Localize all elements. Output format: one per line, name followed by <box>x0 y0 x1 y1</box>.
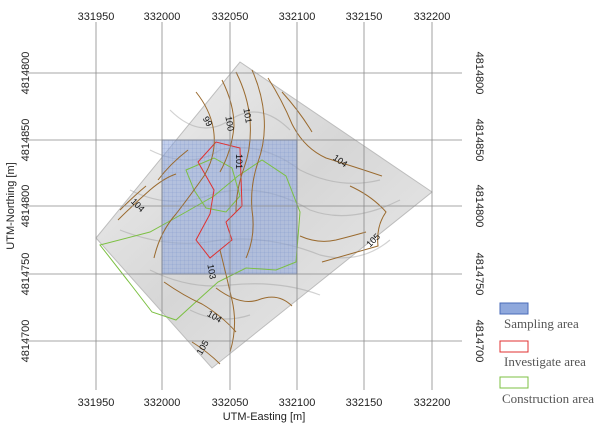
x-tick-top: 332150 <box>346 11 383 23</box>
contour-label: 100 <box>223 115 235 132</box>
x-tick-bottom: 332150 <box>346 397 383 409</box>
y-ticks-right: 4814800 4814850 4814800 4814750 4814700 <box>473 52 485 363</box>
legend: Sampling area Investigate area Construct… <box>499 302 594 406</box>
legend-label-sampling: Sampling area <box>504 316 579 331</box>
x-tick-bottom: 332000 <box>144 397 181 409</box>
sampling-area <box>161 139 298 275</box>
y-tick-left: 4814800 <box>20 185 32 228</box>
legend-swatch-sampling <box>499 302 529 315</box>
x-tick-top: 332100 <box>279 11 316 23</box>
y-tick-left: 4814700 <box>20 320 32 363</box>
contour-label: 99 <box>201 115 215 129</box>
y-tick-right: 4814700 <box>473 320 485 363</box>
contour-label: 103 <box>205 263 217 280</box>
x-tick-bottom: 332200 <box>414 397 451 409</box>
x-tick-top: 332200 <box>414 11 451 23</box>
y-ticks-left: 4814800 4814850 4814800 4814750 4814700 <box>20 52 32 363</box>
contour-label: 101 <box>234 154 244 169</box>
legend-label-investigate: Investigate area <box>504 354 586 369</box>
y-tick-right: 4814850 <box>473 119 485 162</box>
x-tick-top: 331950 <box>78 11 115 23</box>
y-tick-left: 4814800 <box>20 52 32 95</box>
x-ticks-bottom: 331950 332000 332050 332100 332150 33220… <box>78 397 451 409</box>
y-tick-left: 4814850 <box>20 119 32 162</box>
legend-swatch-construction <box>499 376 529 389</box>
legend-swatch-investigate <box>499 340 529 353</box>
x-tick-top: 332000 <box>144 11 181 23</box>
x-ticks-top: 331950 332000 332050 332100 332150 33220… <box>78 11 451 23</box>
x-tick-bottom: 332100 <box>279 397 316 409</box>
x-tick-top: 332050 <box>212 11 249 23</box>
legend-label-construction: Construction area <box>502 391 594 406</box>
construction-area-boundary <box>99 159 301 321</box>
utm-grid <box>28 22 462 390</box>
x-tick-bottom: 332050 <box>212 397 249 409</box>
contour-lines <box>117 69 387 365</box>
x-axis-title: UTM-Easting [m] <box>223 411 306 423</box>
x-tick-bottom: 331950 <box>78 397 115 409</box>
y-tick-right: 4814800 <box>473 185 485 228</box>
y-tick-right: 4814750 <box>473 253 485 296</box>
y-axis-title: UTM-Northing [m] <box>5 162 17 249</box>
contour-label: 101 <box>241 107 253 124</box>
y-tick-left: 4814750 <box>20 253 32 296</box>
construction-area-inner <box>185 157 241 213</box>
y-tick-right: 4814800 <box>473 52 485 95</box>
